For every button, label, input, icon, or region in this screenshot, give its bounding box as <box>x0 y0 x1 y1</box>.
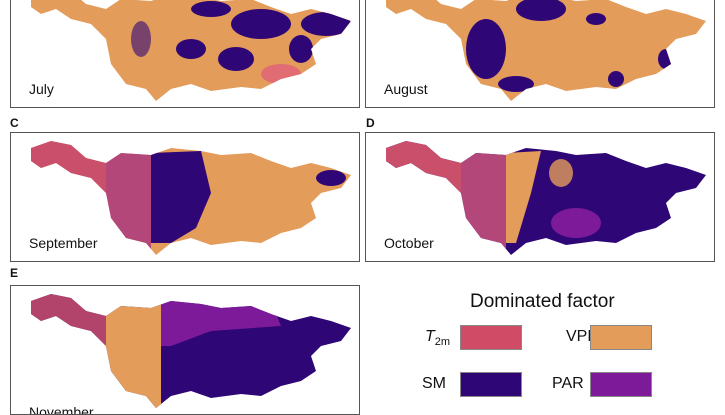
panel-letter: E <box>10 266 19 280</box>
panel-letter: D <box>366 116 375 130</box>
legend: Dominated factor T2m VPD SM PAR <box>380 285 710 406</box>
month-label: August <box>384 81 428 97</box>
legend-label-text: T <box>425 328 435 345</box>
month-label: October <box>384 235 434 251</box>
legend-swatch-vpd <box>590 325 652 350</box>
legend-label-sm: SM <box>422 375 446 392</box>
legend-swatch-t2m <box>460 325 522 350</box>
month-label: September <box>29 235 98 251</box>
legend-swatch-sm <box>460 372 522 397</box>
legend-label-t2m: T2m <box>425 328 450 348</box>
basin-map <box>31 141 351 255</box>
map-panel-september: September <box>10 132 360 262</box>
legend-label-par: PAR <box>552 375 584 392</box>
basin-map <box>386 141 706 255</box>
map-panel-november: November <box>10 285 360 415</box>
legend-label-subscript: 2m <box>434 336 451 349</box>
legend-title: Dominated factor <box>470 291 615 312</box>
legend-swatch-par <box>590 372 652 397</box>
panel-letter: C <box>10 116 19 130</box>
map-panel-august: August <box>365 0 715 108</box>
basin-map <box>386 0 706 101</box>
map-panel-october: October <box>365 132 715 262</box>
map-panel-july: July <box>10 0 360 108</box>
basin-map <box>31 0 351 101</box>
month-label: July <box>29 81 54 97</box>
basin-map <box>31 294 351 408</box>
